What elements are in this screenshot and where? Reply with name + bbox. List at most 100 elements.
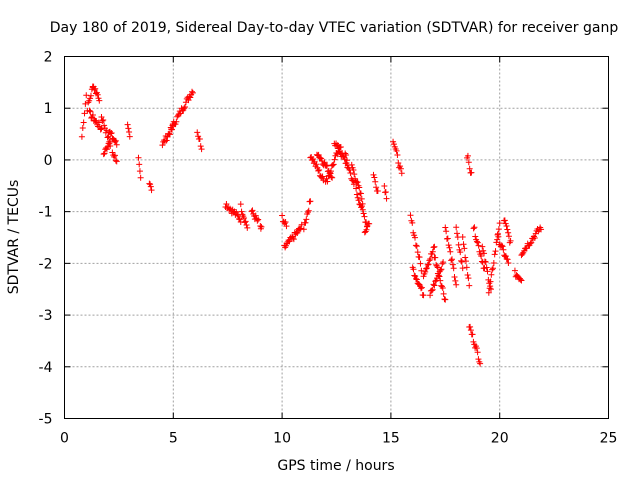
chart-title: Day 180 of 2019, Sidereal Day-to-day VTE… bbox=[50, 20, 619, 36]
x-tick-label: 0 bbox=[60, 431, 69, 447]
data-point bbox=[135, 154, 142, 161]
data-point bbox=[363, 226, 370, 233]
y-tick-label: -4 bbox=[39, 360, 53, 376]
data-point bbox=[488, 271, 495, 278]
data-point bbox=[242, 218, 249, 225]
x-tick-label: 25 bbox=[600, 431, 618, 447]
data-point bbox=[112, 137, 119, 144]
data-point bbox=[351, 171, 358, 178]
data-point bbox=[439, 285, 446, 292]
data-point bbox=[427, 255, 434, 262]
data-point bbox=[437, 267, 444, 274]
data-point bbox=[424, 261, 431, 268]
data-point bbox=[448, 256, 455, 263]
data-point bbox=[465, 275, 472, 282]
data-point bbox=[111, 152, 118, 159]
data-point bbox=[353, 191, 360, 198]
data-point bbox=[502, 253, 509, 260]
data-point bbox=[163, 137, 170, 144]
data-point bbox=[439, 260, 446, 267]
data-point bbox=[100, 116, 107, 123]
data-point bbox=[433, 263, 440, 270]
data-point bbox=[108, 129, 115, 136]
data-points bbox=[78, 83, 545, 367]
data-point bbox=[460, 241, 467, 248]
data-point bbox=[428, 287, 435, 294]
data-point bbox=[505, 229, 512, 236]
data-point bbox=[470, 338, 477, 345]
data-point bbox=[237, 201, 244, 208]
data-point bbox=[258, 223, 265, 230]
data-point bbox=[517, 276, 524, 283]
data-point bbox=[354, 178, 361, 185]
data-point bbox=[92, 85, 99, 92]
y-tick-label: -5 bbox=[39, 412, 53, 428]
data-point bbox=[93, 118, 100, 125]
data-point bbox=[473, 345, 480, 352]
data-point bbox=[447, 248, 454, 255]
data-point bbox=[468, 169, 475, 176]
data-point bbox=[347, 169, 354, 176]
data-point bbox=[425, 261, 432, 268]
data-point bbox=[159, 142, 166, 149]
data-point bbox=[420, 292, 427, 299]
data-point bbox=[519, 251, 526, 258]
data-point bbox=[423, 265, 430, 272]
data-point bbox=[315, 151, 322, 158]
data-point bbox=[317, 154, 324, 161]
data-point bbox=[125, 125, 132, 132]
data-point bbox=[137, 174, 144, 181]
data-point bbox=[323, 163, 330, 170]
data-point bbox=[136, 168, 143, 175]
data-point bbox=[504, 226, 511, 233]
data-point bbox=[464, 271, 471, 278]
data-point bbox=[503, 223, 510, 230]
data-point bbox=[423, 265, 430, 272]
data-point bbox=[459, 265, 466, 272]
data-point bbox=[498, 242, 505, 249]
data-point bbox=[168, 126, 175, 133]
data-point bbox=[507, 237, 514, 244]
data-point bbox=[486, 285, 493, 292]
data-point bbox=[461, 245, 468, 252]
data-point bbox=[79, 125, 86, 132]
data-point bbox=[78, 133, 85, 140]
data-point bbox=[411, 272, 418, 279]
data-point bbox=[307, 198, 314, 205]
data-point bbox=[474, 349, 481, 356]
data-point bbox=[97, 126, 104, 133]
data-point bbox=[324, 178, 331, 185]
data-point bbox=[483, 264, 490, 271]
data-point bbox=[465, 159, 472, 166]
data-point bbox=[109, 149, 116, 156]
data-point bbox=[189, 88, 196, 95]
x-axis-label: GPS time / hours bbox=[277, 458, 394, 474]
data-point bbox=[196, 135, 203, 142]
data-point bbox=[487, 278, 494, 285]
data-point bbox=[257, 223, 264, 230]
data-point bbox=[182, 104, 189, 111]
data-point bbox=[474, 239, 481, 246]
data-point bbox=[487, 286, 494, 293]
data-point bbox=[475, 356, 482, 363]
data-point bbox=[450, 265, 457, 272]
data-point bbox=[501, 217, 508, 224]
data-point bbox=[244, 224, 251, 231]
data-point bbox=[431, 243, 438, 250]
data-point bbox=[100, 151, 107, 158]
data-point bbox=[442, 224, 449, 231]
data-point bbox=[83, 92, 90, 99]
data-point bbox=[290, 236, 297, 243]
data-point bbox=[490, 259, 497, 266]
data-point bbox=[448, 257, 455, 264]
data-point bbox=[302, 219, 309, 226]
data-point bbox=[410, 229, 417, 236]
x-tick-label: 15 bbox=[382, 431, 400, 447]
data-point bbox=[504, 256, 511, 263]
data-point bbox=[300, 226, 307, 233]
data-point bbox=[330, 161, 337, 168]
data-point bbox=[459, 233, 466, 240]
data-point bbox=[333, 142, 340, 149]
data-point bbox=[255, 216, 262, 223]
